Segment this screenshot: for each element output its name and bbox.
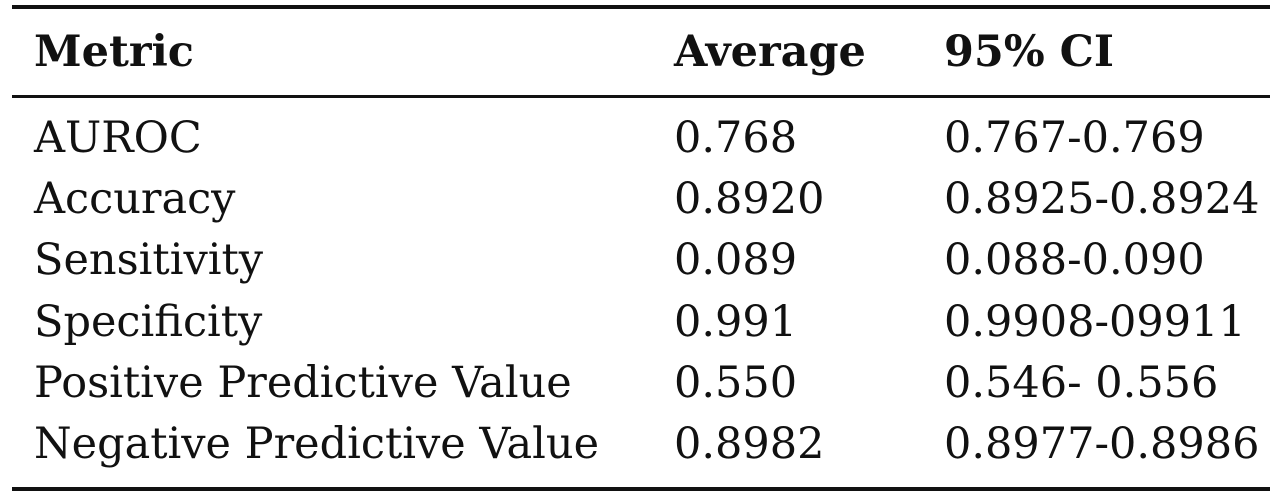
table-row: Negative Predictive Value 0.8982 0.8977-… (12, 414, 1270, 475)
table-row: Sensitivity 0.089 0.088-0.090 (12, 230, 1270, 291)
table-body: AUROC 0.768 0.767-0.769 Accuracy 0.8920 … (12, 98, 1270, 487)
header-rule (12, 95, 1270, 98)
results-table: Metric Average 95% CI AUROC 0.768 0.767-… (12, 5, 1270, 492)
table-row: Positive Predictive Value 0.550 0.546- 0… (12, 353, 1270, 414)
header-average: Average (674, 26, 866, 77)
top-rule (12, 5, 1270, 9)
average-cell: 0.550 (674, 357, 798, 408)
table-row: Specificity 0.991 0.9908-09911 (12, 292, 1270, 353)
table-header-row: Metric Average 95% CI (12, 9, 1270, 95)
ci-cell: 0.088-0.090 (944, 235, 1205, 286)
average-cell: 0.8982 (674, 419, 825, 470)
metric-cell: Specificity (34, 296, 263, 347)
metric-cell: Positive Predictive Value (34, 357, 572, 408)
table-row: Accuracy 0.8920 0.8925-0.8924 (12, 169, 1270, 230)
average-cell: 0.089 (674, 235, 798, 286)
metric-cell: Negative Predictive Value (34, 419, 600, 470)
bottom-rule (12, 487, 1270, 492)
average-cell: 0.8920 (674, 174, 825, 225)
average-cell: 0.991 (674, 296, 798, 347)
header-ci: 95% CI (944, 26, 1115, 77)
header-metric: Metric (34, 26, 194, 77)
average-cell: 0.768 (674, 113, 798, 164)
metric-cell: Accuracy (34, 174, 236, 225)
metric-cell: AUROC (34, 113, 202, 164)
ci-cell: 0.9908-09911 (944, 296, 1246, 347)
ci-cell: 0.546- 0.556 (944, 357, 1219, 408)
ci-cell: 0.767-0.769 (944, 113, 1205, 164)
metric-cell: Sensitivity (34, 235, 264, 286)
table-row: AUROC 0.768 0.767-0.769 (12, 108, 1270, 169)
ci-cell: 0.8925-0.8924 (944, 174, 1260, 225)
ci-cell: 0.8977-0.8986 (944, 419, 1260, 470)
